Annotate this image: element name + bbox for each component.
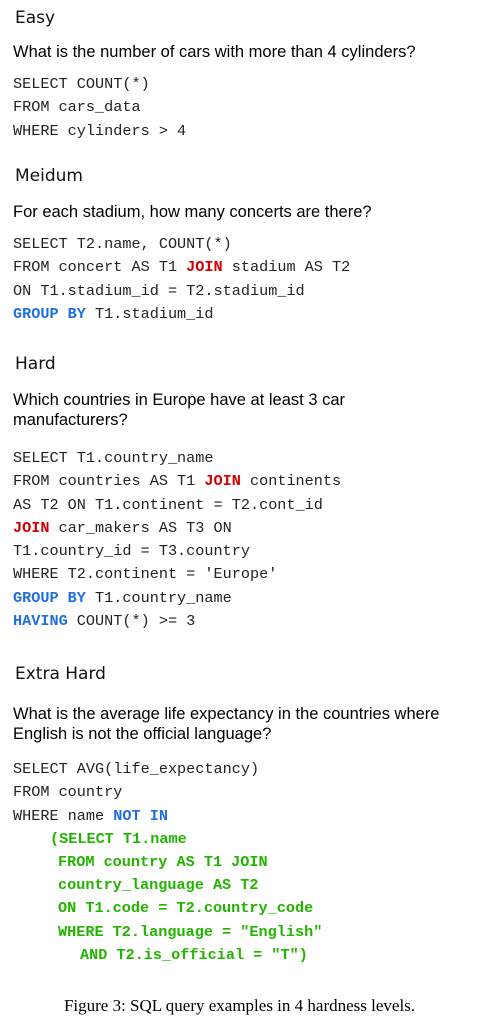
sql-keyword-group-by: GROUP BY xyxy=(13,588,86,607)
level-heading-easy: Easy xyxy=(15,8,56,28)
sql-fragment: FROM concert AS T1 xyxy=(13,258,187,277)
sql-line: WHERE T2.continent = 'Europe' xyxy=(13,565,278,584)
sql-keyword-join: JOIN xyxy=(186,258,223,277)
sql-subquery-line: FROM country AS T1 JOIN xyxy=(58,853,268,871)
sql-extra-hard: SELECT AVG(life_expectancy) FROM country W… xyxy=(13,758,259,828)
sql-fragment: T1.stadium_id xyxy=(85,304,214,323)
sql-line: T1.country_id = T3.country xyxy=(13,542,250,561)
level-heading-extra-hard: Extra Hard xyxy=(15,664,106,684)
sql-keyword-not-in: NOT IN xyxy=(113,806,168,825)
level-heading-hard: Hard xyxy=(15,354,56,374)
sql-subquery-line: (SELECT T1.name xyxy=(50,830,187,848)
sql-medium: SELECT T2.name, COUNT(*) FROM concert AS … xyxy=(13,233,350,326)
sql-fragment: stadium AS T2 xyxy=(222,258,351,277)
sql-line: ON T1.stadium_id = T2.stadium_id xyxy=(13,281,305,300)
sql-line: FROM countries AS T1 JOIN continents xyxy=(13,470,341,493)
sql-fragment: T1.country_name xyxy=(85,588,232,607)
question-medium: For each stadium, how many concerts are … xyxy=(13,203,372,221)
question-extra-hard: What is the average life expectancy in t… xyxy=(13,705,440,743)
sql-fragment: car_makers AS T3 ON xyxy=(49,518,232,537)
sql-line: FROM cars_data xyxy=(13,98,141,117)
sql-line: SELECT T1.country_name xyxy=(13,449,214,467)
sql-keyword-join: JOIN xyxy=(13,518,50,537)
sql-keyword-join: JOIN xyxy=(204,472,241,491)
sql-fragment: continents xyxy=(240,472,342,491)
sql-subquery: (SELECT T1.name xyxy=(50,828,187,851)
sql-line: HAVING COUNT(*) >= 3 xyxy=(13,610,341,633)
sql-keyword-group-by: GROUP BY xyxy=(13,304,86,323)
level-heading-medium: Meidum xyxy=(15,166,83,186)
figure-caption: Figure 3: SQL query examples in 4 hardne… xyxy=(63,996,416,1015)
sql-line: GROUP BY T1.country_name xyxy=(13,587,341,610)
sql-line: WHERE name NOT IN xyxy=(13,805,259,828)
sql-subquery-line: WHERE T2.language = "English" xyxy=(58,922,323,941)
question-hard: Which countries in Europe have at least … xyxy=(13,391,346,429)
sql-line: AS T2 ON T1.continent = T2.cont_id xyxy=(13,495,323,514)
sql-hard: SELECT T1.country_name FROM countries AS … xyxy=(13,447,341,633)
sql-subquery-line: AND T2.is_official = "T") xyxy=(80,946,308,964)
sql-subquery-line: country_language AS T2 xyxy=(58,876,259,895)
sql-subquery-line: ON T1.code = T2.country_code xyxy=(58,899,314,918)
sql-easy: SELECT COUNT(*) FROM cars_data WHERE cylin… xyxy=(13,73,186,143)
sql-line: FROM country xyxy=(13,783,123,802)
sql-fragment: WHERE name xyxy=(13,806,114,825)
sql-line: SELECT AVG(life_expectancy) xyxy=(13,760,260,778)
sql-line: WHERE cylinders > 4 xyxy=(13,121,187,140)
sql-subquery: AND T2.is_official = "T") xyxy=(80,944,308,967)
figure-panel: Easy What is the number of cars with mor… xyxy=(13,8,440,967)
sql-line: FROM concert AS T1 JOIN stadium AS T2 xyxy=(13,256,350,279)
sql-line: SELECT T2.name, COUNT(*) xyxy=(13,235,232,253)
sql-fragment: COUNT(*) >= 3 xyxy=(67,612,196,631)
question-easy: What is the number of cars with more tha… xyxy=(13,43,416,61)
sql-line: JOIN car_makers AS T3 ON xyxy=(13,517,341,540)
sql-line: SELECT COUNT(*) xyxy=(13,75,150,93)
sql-line: GROUP BY T1.stadium_id xyxy=(13,303,350,326)
sql-subquery: FROM country AS T1 JOIN country_language … xyxy=(58,851,322,944)
sql-keyword-having: HAVING xyxy=(13,612,68,631)
sql-fragment: FROM countries AS T1 xyxy=(13,472,205,491)
